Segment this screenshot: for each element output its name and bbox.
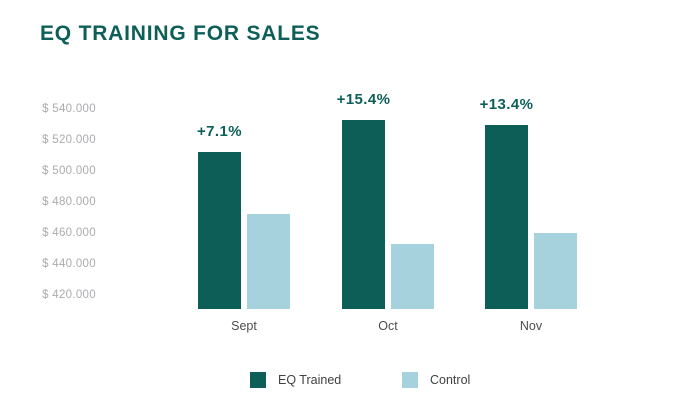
y-tick-label: $ 420.000: [42, 289, 96, 302]
bar-annotation: +7.1%: [197, 123, 242, 141]
legend-label: Control: [430, 373, 471, 387]
legend-item-eq-trained: EQ Trained: [250, 372, 341, 388]
legend-swatch-icon: [402, 372, 418, 388]
legend-swatch-icon: [250, 372, 266, 388]
bar-eq-trained: [485, 124, 528, 309]
bar-control: [534, 233, 577, 309]
y-tick-label: $ 520.000: [42, 134, 96, 147]
y-tick-label: $ 500.000: [42, 165, 96, 178]
y-tick-label: $ 460.000: [42, 227, 96, 240]
y-tick-label: $ 480.000: [42, 196, 96, 209]
y-tick-label: $ 540.000: [42, 103, 96, 116]
chart-title: EQ TRAINING FOR SALES: [40, 22, 321, 45]
bar-annotation: +13.4%: [479, 95, 534, 113]
bar-annotation: +15.4%: [336, 90, 391, 108]
bar-eq-trained: [342, 119, 385, 309]
bar-control: [247, 214, 290, 309]
x-category-label: Oct: [378, 319, 398, 333]
bar-eq-trained: [198, 152, 241, 309]
x-category-label: Nov: [519, 319, 543, 333]
bar-control: [391, 243, 434, 309]
legend-label: EQ Trained: [278, 373, 342, 387]
legend-item-control: Control: [402, 372, 470, 388]
y-tick-label: $ 440.000: [42, 258, 96, 271]
x-category-label: Sept: [231, 319, 257, 333]
